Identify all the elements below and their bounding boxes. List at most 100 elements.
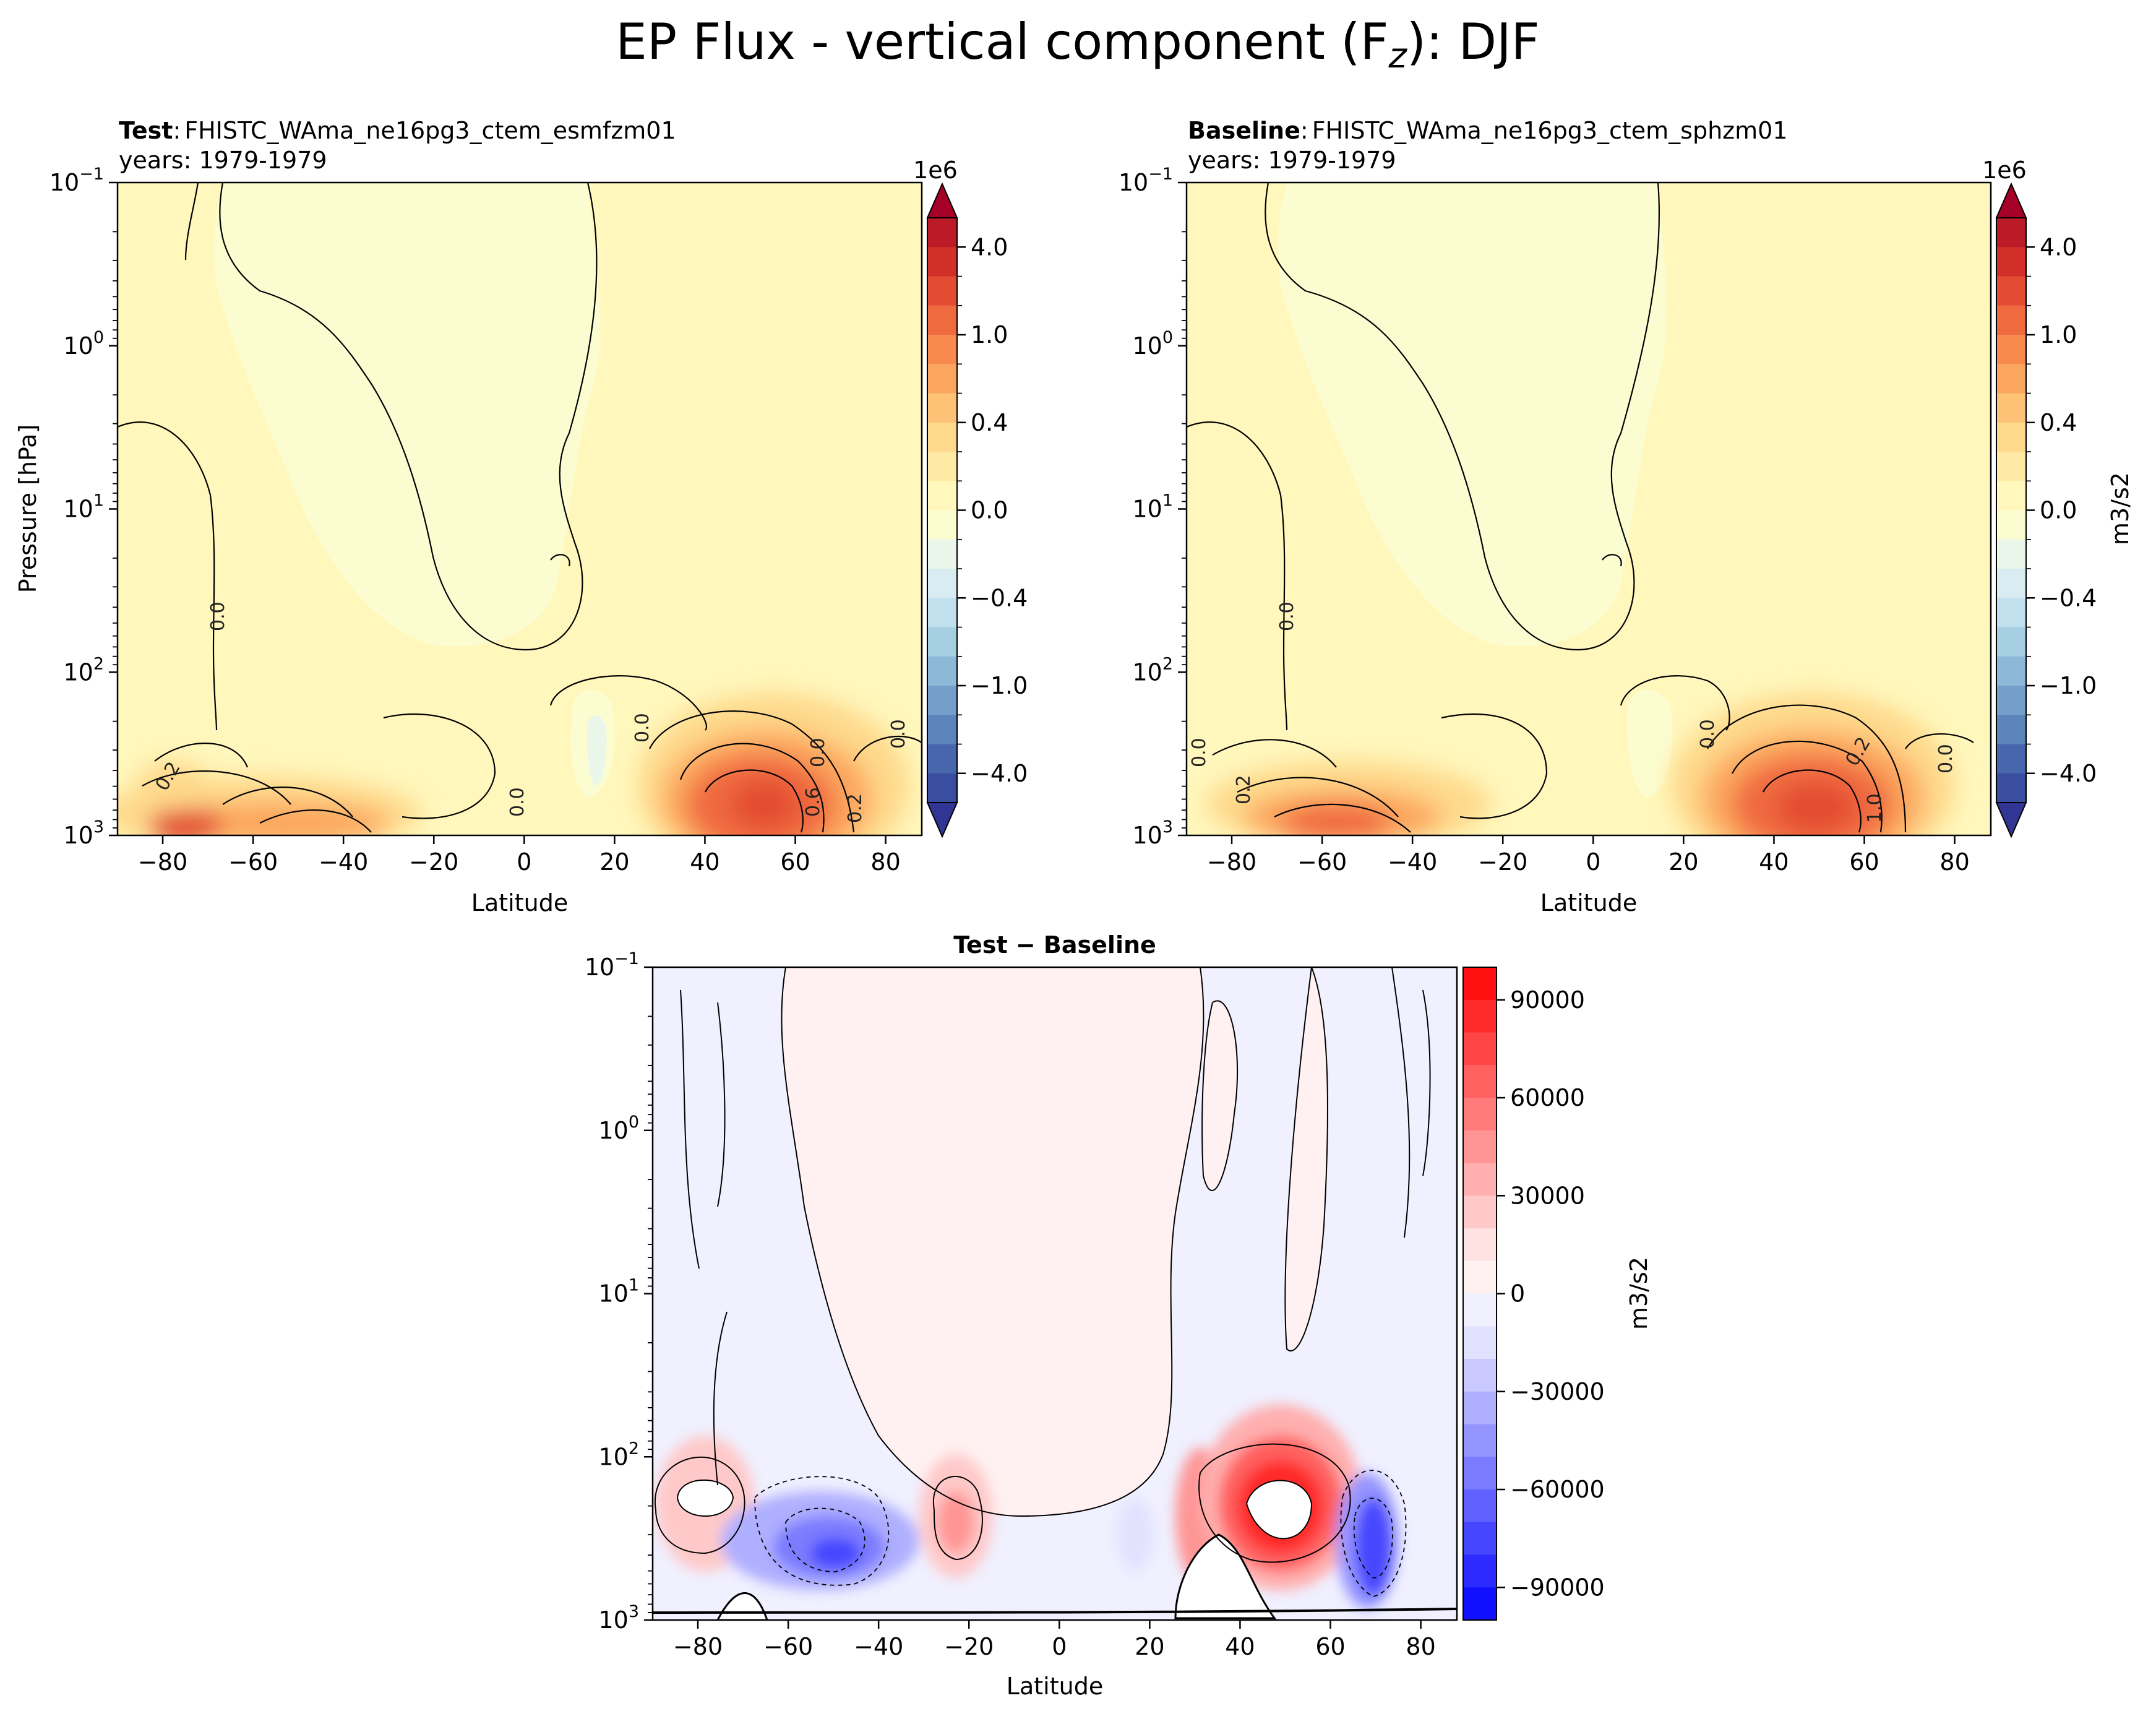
colorbar-swatch <box>1463 1163 1497 1196</box>
test-lowlevel-flux <box>118 693 909 835</box>
x-tick-label: 0 <box>517 848 531 876</box>
colorbar-swatch <box>927 656 957 686</box>
test-contour-label: 0.0 <box>632 713 653 743</box>
baseline-colorbar: 4.0 1.0 0.4 0.0 −0.4 −1.0 −4.0 <box>1995 182 2097 838</box>
baseline-contour-label: 0.0 <box>1697 719 1719 749</box>
colorbar-tick-label: 1.0 <box>2040 321 2077 348</box>
difference-plot-area <box>653 967 1457 1620</box>
y-tick-label: 10−1 <box>1119 165 1173 196</box>
colorbar-tick-label: 0.4 <box>2040 409 2077 436</box>
x-tick-label: 20 <box>1669 848 1698 876</box>
colorbar-swatch <box>1463 1457 1497 1490</box>
colorbar-swatch <box>1463 1261 1497 1294</box>
x-tick-label: −20 <box>409 848 458 876</box>
baseline-colorbar-offset: 1e6 <box>1982 157 2027 184</box>
difference-saturated-region <box>1174 1533 1276 1619</box>
test-x-label: Latitude <box>471 889 568 916</box>
colorbar-swatch <box>1463 999 1497 1033</box>
test-contours <box>118 183 922 833</box>
colorbar-swatch <box>1996 656 2026 686</box>
test-contour-label: 0.0 <box>807 738 829 767</box>
colorbar-swatch <box>1996 393 2026 423</box>
colorbar-tick-label: 0.0 <box>2040 497 2077 524</box>
test-negative-blob <box>587 715 607 786</box>
baseline-pale-blob <box>1627 689 1673 798</box>
test-contour-label: 0.0 <box>507 787 528 817</box>
difference-contours <box>653 967 1457 1614</box>
colorbar-swatch <box>1996 715 2026 744</box>
colorbar-swatch <box>1996 452 2026 481</box>
test-contour-label: 0.2 <box>844 793 866 823</box>
colorbar-swatch <box>927 510 957 540</box>
x-tick-label: 40 <box>690 848 719 876</box>
baseline-contour-label: 0.0 <box>1935 744 1957 774</box>
colorbar-swatch <box>1996 364 2026 394</box>
colorbar-swatch <box>927 364 957 394</box>
colorbar-tick-label: −90000 <box>1510 1574 1605 1601</box>
colorbar-swatch <box>927 569 957 598</box>
colorbar-tick-label: −1.0 <box>2040 672 2097 699</box>
baseline-contour-label: 1.0 <box>1864 793 1886 823</box>
y-tick-label: 102 <box>63 654 104 686</box>
colorbar-extend-min <box>926 802 958 838</box>
baseline-contour-label: 0.2 <box>1233 775 1255 804</box>
test-contour-label: 0.6 <box>802 787 824 817</box>
colorbar-swatch <box>1463 1554 1497 1588</box>
colorbar-swatch <box>927 305 957 335</box>
colorbar-swatch <box>1996 218 2026 248</box>
colorbar-tick-label: −0.4 <box>971 584 1028 611</box>
colorbar-swatch <box>1463 1228 1497 1262</box>
colorbar-tick-label: −4.0 <box>971 760 1028 787</box>
colorbar-swatch <box>1996 422 2026 452</box>
baseline-title: Baseline: FHISTC_WAma_ne16pg3_ctem_sphzm0… <box>1188 117 1788 144</box>
x-tick-label: −80 <box>138 848 187 876</box>
x-tick-label: −60 <box>1297 848 1347 876</box>
colorbar-swatch <box>1996 481 2026 511</box>
colorbar-swatch <box>927 686 957 715</box>
colorbar-swatch <box>1463 1424 1497 1457</box>
colorbar-swatch <box>927 744 957 774</box>
colorbar-tick-label: 1.0 <box>971 321 1008 348</box>
colorbar-swatch <box>927 335 957 364</box>
colorbar-tick-label: −4.0 <box>2040 760 2097 787</box>
colorbar-swatch <box>1996 686 2026 715</box>
test-panel: Test: FHISTC_WAma_ne16pg3_ctem_esmfzm01 y… <box>14 117 1028 916</box>
colorbar-swatch <box>1463 1359 1497 1392</box>
baseline-lowlevel-flux <box>1206 693 1955 835</box>
y-tick-label: 103 <box>1132 817 1173 849</box>
y-tick-label: 103 <box>63 817 104 849</box>
x-tick-label: 40 <box>1759 848 1789 876</box>
colorbar-swatch <box>1996 569 2026 598</box>
colorbar-swatch <box>1463 1587 1497 1621</box>
baseline-panel: Baseline: FHISTC_WAma_ne16pg3_ctem_sphzm0… <box>1119 117 2134 916</box>
y-tick-label: 102 <box>598 1439 639 1470</box>
y-tick-label: 101 <box>1132 491 1173 523</box>
baseline-y-axis: 10−1 100 101 102 103 <box>1119 165 1187 849</box>
difference-positive-strip <box>1202 1001 1238 1191</box>
colorbar-swatch <box>1996 335 2026 364</box>
difference-positive-region <box>781 967 1204 1516</box>
colorbar-swatch <box>927 598 957 627</box>
colorbar-swatch <box>1996 510 2026 540</box>
x-tick-label: −60 <box>763 1633 813 1660</box>
difference-x-label: Latitude <box>1007 1673 1103 1700</box>
colorbar-tick-label: 4.0 <box>971 233 1008 261</box>
colorbar-swatch <box>927 218 957 248</box>
y-tick-label: 101 <box>598 1276 639 1308</box>
difference-positive-strip <box>1285 967 1328 1351</box>
baseline-low-region <box>1278 183 1667 647</box>
colorbar-swatch <box>1463 1489 1497 1523</box>
test-colorbar-offset: 1e6 <box>913 157 958 184</box>
x-tick-label: −40 <box>319 848 368 876</box>
colorbar-tick-label: 60000 <box>1510 1084 1585 1111</box>
colorbar-tick-label: −0.4 <box>2040 584 2097 611</box>
x-tick-label: −40 <box>854 1633 903 1660</box>
colorbar-swatch <box>1996 598 2026 627</box>
y-tick-label: 101 <box>63 491 104 523</box>
figure-title: EP Flux - vertical component (Fz): DJF <box>616 13 1539 76</box>
difference-negative-contours <box>754 1470 1407 1597</box>
colorbar-swatch <box>1463 1065 1497 1098</box>
test-years: years: 1979-1979 <box>119 147 327 174</box>
x-tick-label: −20 <box>1478 848 1527 876</box>
